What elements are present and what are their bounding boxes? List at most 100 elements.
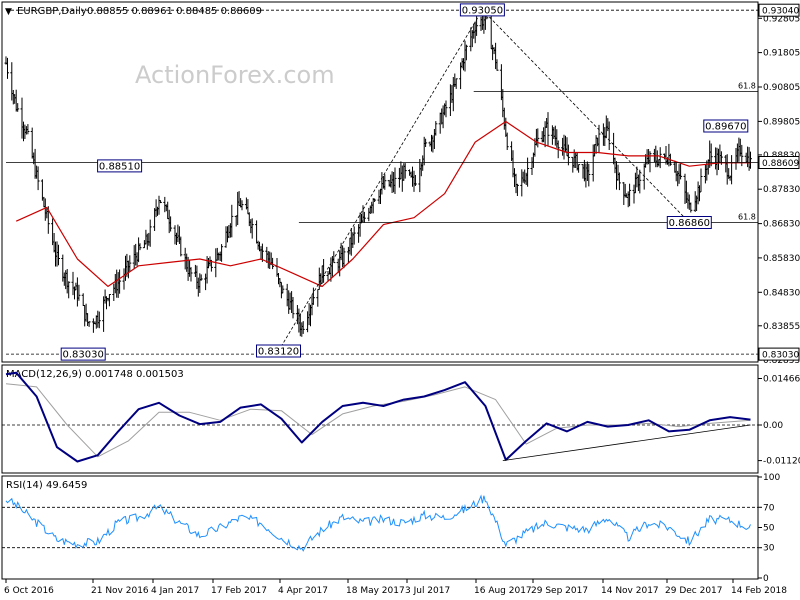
price-axis-marker-box xyxy=(758,3,800,17)
ohlc-bar xyxy=(128,255,132,272)
swing-trendline xyxy=(278,9,483,352)
ohlc-bar xyxy=(26,124,30,135)
ohlc-bar xyxy=(220,244,224,262)
price-axis-marker: 0.83030 xyxy=(758,347,800,361)
price-axis-marker-text: 0.93040 xyxy=(762,7,799,17)
chart-ohlc-values: 0.88855 0.88961 0.88485 0.88609 xyxy=(87,6,262,17)
ohlc-bar xyxy=(16,103,20,112)
price-axis-label: 0.84830 xyxy=(763,288,800,298)
date-axis-label: 29 Sep 2017 xyxy=(531,586,588,596)
price-axis-label: 0.87830 xyxy=(763,185,800,195)
ohlc-bar xyxy=(689,202,693,213)
swing-trendline xyxy=(482,9,690,223)
ohlc-bar xyxy=(536,128,540,148)
rsi-axis-label: 0 xyxy=(763,574,769,584)
date-axis-label: 14 Feb 2018 xyxy=(731,586,787,596)
date-axis-label: 17 Feb 2017 xyxy=(211,586,267,596)
ohlc-bar xyxy=(240,200,244,211)
rsi-line xyxy=(5,494,751,552)
rsi-axis-label: 30 xyxy=(763,544,775,554)
macd-trendline xyxy=(502,424,751,461)
swing-label: 0.83120 xyxy=(256,344,301,358)
ohlc-bar xyxy=(271,257,275,270)
ohlc-bar xyxy=(373,198,377,202)
ohlc-bar xyxy=(699,168,703,193)
ohlc-bar xyxy=(628,183,632,207)
moving-average-line xyxy=(15,120,751,287)
ohlc-bar xyxy=(424,138,428,147)
ohlc-bar xyxy=(311,287,315,305)
ohlc-bar xyxy=(444,100,448,118)
fib-level-label: 61.8 xyxy=(738,213,756,222)
ohlc-bar xyxy=(138,243,142,251)
macd-axis-label: 0.014661 xyxy=(763,375,800,385)
chart-symbol-title: EURGBP,Daily xyxy=(17,6,87,17)
ohlc-bar xyxy=(352,226,356,245)
macd-layer xyxy=(2,371,758,463)
ohlc-bar xyxy=(158,200,162,204)
date-axis-label: 14 Nov 2017 xyxy=(601,586,659,596)
ohlc-bar xyxy=(413,175,417,186)
ohlc-bar xyxy=(638,169,642,194)
ohlc-bar xyxy=(169,216,173,232)
date-axis-label: 18 May 2017 xyxy=(346,586,405,596)
ohlc-bar xyxy=(199,274,203,281)
header-arrow: ▼ xyxy=(5,7,12,17)
ohlc-bar xyxy=(322,259,326,283)
swing-label-box xyxy=(97,159,143,173)
ohlc-bar xyxy=(383,174,387,190)
macd-title: MACD(12,26,9) 0.001748 0.001503 xyxy=(6,369,184,380)
ohlc-bar xyxy=(291,297,295,319)
swing-label: 0.88510 xyxy=(97,159,143,173)
ohlc-bar xyxy=(148,219,152,247)
swing-label-text: 0.89670 xyxy=(705,122,746,133)
swing-label-text: 0.83120 xyxy=(258,347,299,358)
macd-panel-border xyxy=(1,364,759,474)
fib-level-label: 61.8 xyxy=(738,82,756,91)
date-axis-label: 4 Apr 2017 xyxy=(278,586,328,596)
ohlc-bar xyxy=(230,204,234,238)
rsi-title: RSI(14) 49.6459 xyxy=(6,480,87,491)
price-axis-marker-box xyxy=(758,156,800,169)
swing-label-box xyxy=(666,216,712,229)
ohlc-bar xyxy=(281,285,285,294)
ohlc-bar xyxy=(434,121,438,136)
ohlc-bar xyxy=(403,163,407,179)
ohlc-bar xyxy=(107,294,111,307)
ohlc-bar xyxy=(464,44,468,61)
ohlc-bar xyxy=(607,121,611,150)
ohlc-bar xyxy=(97,311,101,329)
swing-label: 0.83030 xyxy=(60,347,106,361)
swing-label-box xyxy=(60,347,106,361)
ohlc-bar xyxy=(77,284,81,301)
swing-label-text: 0.88510 xyxy=(99,161,140,172)
ohlc-bar xyxy=(505,132,509,150)
price-layer: 61.8 61.8 0.83030 0.88510 0.83120 0.93050 0.86… xyxy=(4,3,758,361)
ohlc-bar xyxy=(393,167,397,194)
rsi-axis-label: 100 xyxy=(763,473,780,483)
macd-line xyxy=(5,371,751,463)
price-axis-label: 0.89805 xyxy=(763,117,800,127)
rsi-layer xyxy=(2,494,758,552)
date-axis-label: 16 Aug 2017 xyxy=(474,586,532,596)
price-axis-label: 0.83855 xyxy=(763,322,800,332)
ohlc-bar xyxy=(495,59,499,71)
price-panel-border xyxy=(1,1,759,363)
ohlc-bar xyxy=(749,151,752,169)
price-axis-marker: 0.93040 xyxy=(758,3,800,17)
ohlc-bar xyxy=(6,57,9,79)
swing-label-box xyxy=(256,344,301,358)
date-axis-label: 6 Oct 2016 xyxy=(4,586,54,596)
ohlc-bar xyxy=(577,164,581,173)
ohlc-bar xyxy=(546,112,550,146)
price-axis-label: 0.82855 xyxy=(763,356,800,366)
ohlc-bar xyxy=(587,163,591,187)
ohlc-bar xyxy=(36,166,40,191)
swing-label: 0.86860 xyxy=(666,216,712,229)
price-axis-label: 0.90805 xyxy=(763,83,800,93)
ohlc-bar xyxy=(515,183,519,196)
ohlc-bar xyxy=(87,321,91,327)
price-axis-marker-box xyxy=(758,347,800,361)
date-axis-label: 29 Dec 2017 xyxy=(665,586,723,596)
